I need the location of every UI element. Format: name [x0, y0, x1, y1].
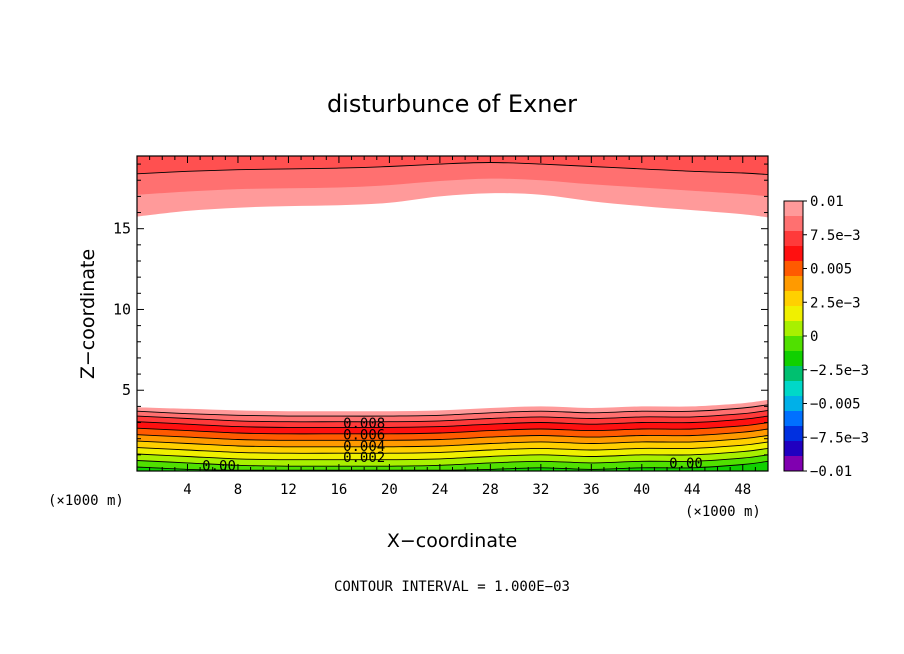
x-tick-label: 28	[482, 482, 499, 498]
colorbar-swatch	[784, 336, 803, 352]
colorbar-label: −0.01	[810, 464, 852, 480]
x-tick-label: 44	[684, 482, 701, 498]
x-tick-label: 32	[532, 482, 549, 498]
contour-label: 0.00	[669, 456, 703, 472]
lower-band-9	[137, 454, 768, 471]
x-tick-label: 48	[734, 482, 751, 498]
contour-line-lower-2	[136, 409, 769, 423]
y-axis-label: Z−coordinate	[77, 249, 99, 379]
colorbar-label: −7.5e−3	[810, 430, 869, 446]
colorbar-swatch	[784, 381, 803, 397]
colorbar-swatch	[784, 426, 803, 442]
y-axis-ticks: 5 10 15	[113, 163, 768, 456]
y-tick-label: 10	[113, 300, 131, 318]
x-axis-label: X−coordinate	[387, 530, 517, 552]
colorbar-swatch	[784, 201, 803, 217]
colorbar-swatch	[784, 306, 803, 322]
x-tick-label: 4	[183, 482, 191, 498]
colorbar-swatch	[784, 321, 803, 337]
x-tick-label: 16	[330, 482, 347, 498]
colorbar: 0.01 7.5e−3 0.005 2.5e−3 0 −2.5e−3 −0.005 −7.5e…	[783, 194, 869, 480]
colorbar-label: 7.5e−3	[810, 228, 861, 244]
x-tick-label: 40	[633, 482, 650, 498]
contour-line-upper	[136, 162, 769, 176]
colorbar-swatch	[784, 456, 803, 472]
colorbar-label: 2.5e−3	[810, 295, 861, 311]
contour-bands	[137, 156, 768, 471]
colorbar-swatch	[784, 261, 803, 277]
colorbar-swatch	[784, 231, 803, 247]
contour-label: 0.004	[343, 439, 385, 455]
colorbar-swatch	[784, 366, 803, 382]
x-axis-ticks: 4 8 12 16 20 24 28 32 36 40 44 48	[149, 156, 756, 498]
x-unit-right: (×1000 m)	[685, 504, 761, 520]
colorbar-label: −0.005	[810, 397, 861, 413]
contour-line-lower-4	[136, 422, 769, 435]
contour-line-lower-3	[136, 415, 769, 428]
colorbar-label: −2.5e−3	[810, 363, 869, 379]
contour-label: 0.008	[343, 416, 385, 432]
x-tick-label: 8	[234, 482, 242, 498]
x-tick-label: 20	[381, 482, 398, 498]
contour-line-lower-8	[136, 447, 769, 461]
y-tick-label: 15	[113, 220, 131, 238]
contour-line-lower-5	[136, 428, 769, 441]
contour-label: 0.006	[343, 428, 385, 444]
colorbar-swatch	[784, 246, 803, 262]
x-tick-label: 36	[583, 482, 600, 498]
colorbar-label: 0.01	[810, 194, 844, 210]
colorbar-swatch	[784, 441, 803, 457]
x-tick-label: 24	[431, 482, 448, 498]
contour-label: 0.00	[202, 459, 236, 475]
contour-line-lower-7	[136, 441, 769, 454]
y-tick-label: 5	[122, 381, 131, 399]
contour-line-lower-1	[136, 404, 769, 417]
contour-line-lower-6	[136, 435, 769, 448]
colorbar-swatch	[784, 351, 803, 367]
contour-line-lower-9	[136, 454, 769, 467]
x-unit-left: (×1000 m)	[48, 493, 124, 509]
colorbar-label: 0	[810, 329, 818, 345]
chart-title: disturbunce of Exner	[327, 90, 577, 118]
colorbar-label: 0.005	[810, 262, 852, 278]
colorbar-swatch	[784, 411, 803, 427]
contour-interval-note: CONTOUR INTERVAL = 1.000E−03	[334, 579, 570, 595]
upper-band-2	[137, 156, 768, 175]
colorbar-swatch	[784, 216, 803, 232]
colorbar-swatch	[784, 276, 803, 292]
colorbar-swatch	[784, 291, 803, 307]
contour-label: 0.002	[343, 450, 385, 466]
colorbar-swatch	[784, 396, 803, 412]
x-tick-label: 12	[280, 482, 297, 498]
